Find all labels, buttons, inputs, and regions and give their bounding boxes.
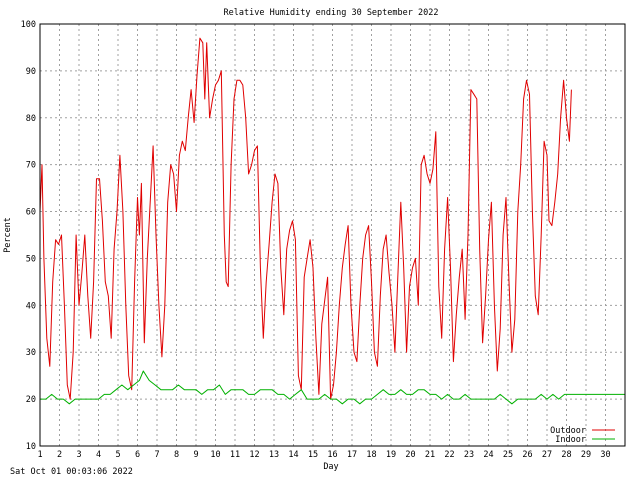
y-tick-label: 50 (26, 254, 36, 264)
x-tick-label: 6 (135, 450, 140, 460)
generated-timestamp: Sat Oct 01 00:03:06 2022 (10, 467, 133, 477)
x-tick-label: 25 (503, 450, 513, 460)
y-tick-labels: 10 20 30 40 50 60 70 80 90 100 (21, 20, 36, 452)
x-tick-label: 23 (464, 450, 474, 460)
y-axis-label: Percent (3, 217, 13, 253)
legend: Outdoor Indoor (550, 426, 615, 445)
y-tick-label: 90 (26, 67, 36, 77)
y-tick-label: 20 (26, 395, 36, 405)
x-tick-label: 30 (600, 450, 610, 460)
x-tick-label: 12 (249, 450, 259, 460)
y-tick-label: 30 (26, 348, 36, 358)
x-tick-label: 26 (522, 450, 532, 460)
y-tick-label: 10 (26, 442, 36, 452)
x-tick-label: 20 (405, 450, 415, 460)
y-tick-label: 100 (21, 20, 36, 30)
y-tick-label: 40 (26, 301, 36, 311)
plot-frame (39, 23, 626, 447)
x-axis-label: Day (323, 462, 338, 472)
x-tick-label: 27 (542, 450, 552, 460)
x-tick-label: 14 (288, 450, 298, 460)
x-tick-label: 17 (347, 450, 357, 460)
x-tick-label: 24 (483, 450, 493, 460)
legend-outdoor-label: Outdoor (550, 426, 586, 436)
x-tick-label: 3 (76, 450, 81, 460)
x-tick-label: 29 (581, 450, 591, 460)
x-tick-label: 18 (366, 450, 376, 460)
x-tick-label: 9 (193, 450, 198, 460)
x-tick-label: 2 (57, 450, 62, 460)
series-line-indoor (40, 370, 625, 405)
y-tick-label: 70 (26, 161, 36, 171)
chart-title: Relative Humidity ending 30 September 20… (224, 8, 439, 18)
x-tick-label: 21 (425, 450, 435, 460)
x-tick-label: 5 (115, 450, 120, 460)
x-tick-label: 7 (154, 450, 159, 460)
x-tick-label: 22 (444, 450, 454, 460)
x-tick-label: 16 (327, 450, 337, 460)
series-line-outdoor (39, 37, 572, 400)
x-tick-label: 13 (269, 450, 279, 460)
x-tick-label: 4 (96, 450, 101, 460)
y-tick-label: 80 (26, 114, 36, 124)
grid (40, 24, 625, 446)
y-tick-label: 60 (26, 208, 36, 218)
x-tick-label: 11 (230, 450, 240, 460)
x-tick-label: 19 (386, 450, 396, 460)
x-tick-labels: 1 2 3 4 5 6 7 8 9 10 11 12 13 14 15 16 17 18 19 20 21 22 23 24 2… (37, 450, 610, 460)
x-tick-label: 28 (561, 450, 571, 460)
legend-indoor-label: Indoor (555, 435, 586, 445)
series-lines (39, 37, 625, 405)
x-tick-label: 10 (210, 450, 220, 460)
x-tick-label: 1 (37, 450, 42, 460)
x-tick-label: 15 (308, 450, 318, 460)
x-tick-label: 8 (174, 450, 179, 460)
